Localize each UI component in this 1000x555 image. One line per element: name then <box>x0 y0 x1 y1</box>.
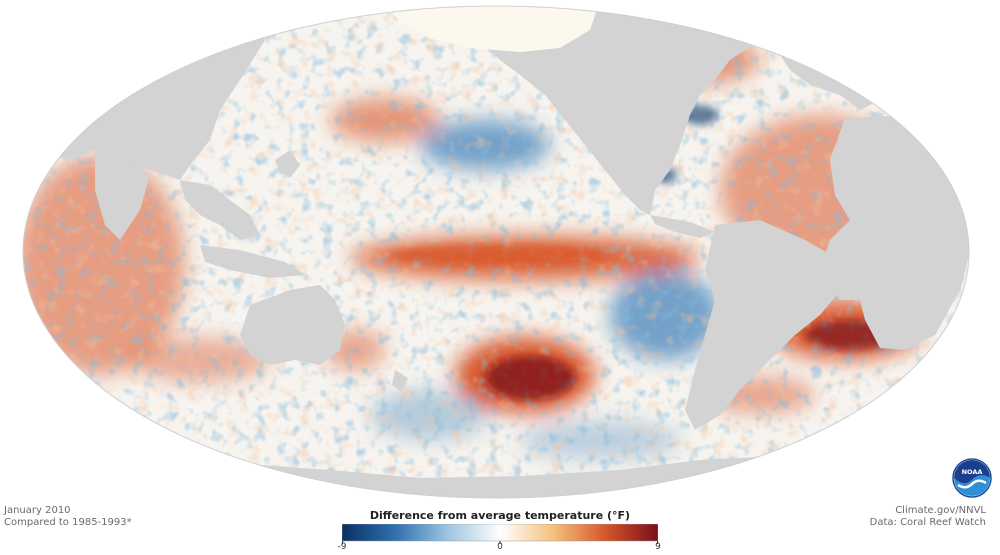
land-japan <box>275 150 300 178</box>
source-caption: Climate.gov/NNVL Data: Coral Reef Watch <box>870 505 986 529</box>
date-caption: January 2010 Compared to 1985-1993* <box>4 505 132 529</box>
ice-greenland <box>380 6 600 52</box>
color-legend: Difference from average temperature (°F)… <box>330 508 670 555</box>
mollweide-map-svg <box>22 5 970 499</box>
globe-outline <box>22 5 970 499</box>
land-india <box>95 150 150 240</box>
noaa-logo-icon: NOAA <box>952 458 992 498</box>
legend-tick-max: 9 <box>655 542 661 552</box>
sea-surface-temperature-map <box>22 5 970 499</box>
south-pacific-core <box>485 356 575 400</box>
date-label: January 2010 <box>4 505 71 516</box>
baseline-label: Compared to 1985-1993* <box>4 517 132 528</box>
data-source-label: Data: Coral Reef Watch <box>869 517 986 528</box>
land-south-america <box>685 220 845 430</box>
globe <box>23 6 969 498</box>
land-africa <box>820 115 969 350</box>
legend-color-bar <box>342 524 658 544</box>
land-central-america <box>650 215 715 238</box>
legend-title: Difference from average temperature (°F) <box>369 509 631 522</box>
legend-tick-min: -9 <box>337 542 347 552</box>
land-southeast-asia <box>180 180 260 240</box>
legend-tick-zero: 0 <box>497 542 503 552</box>
land-madagascar <box>942 260 955 290</box>
equatorial-core <box>390 245 610 265</box>
land-australia <box>240 285 345 365</box>
land-indonesia <box>200 245 305 278</box>
legend-gradient <box>342 524 658 542</box>
land-new-zealand <box>392 370 408 392</box>
credit-label: Climate.gov/NNVL <box>895 505 986 516</box>
noaa-logo-text: NOAA <box>962 468 983 476</box>
land-north-america <box>470 6 760 215</box>
